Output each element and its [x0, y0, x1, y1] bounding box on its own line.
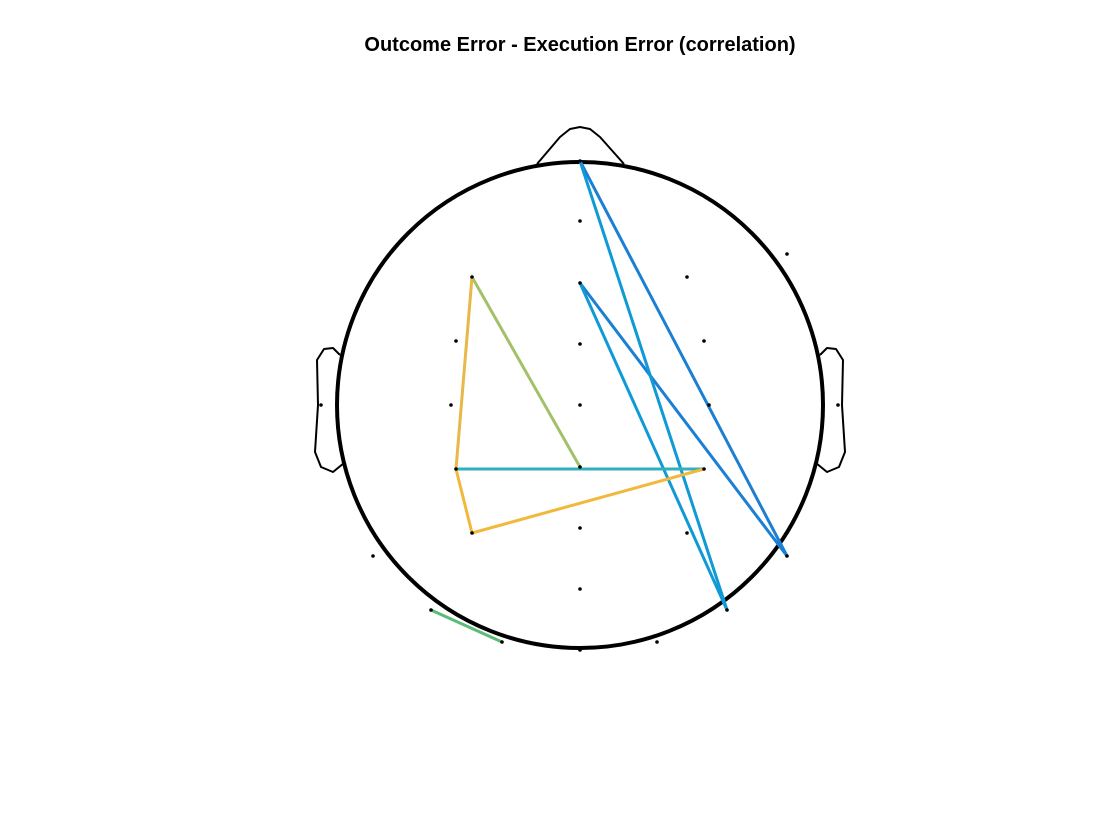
electrode-dot	[578, 159, 582, 163]
electrode-dot	[836, 403, 840, 407]
electrode-dot	[725, 608, 729, 612]
electrode-dot	[500, 640, 504, 644]
connection-line	[429, 608, 504, 644]
connection-line	[470, 275, 582, 469]
nose-icon	[536, 126, 625, 165]
electrode-dot	[685, 275, 689, 279]
electrode-dot	[702, 467, 706, 471]
electrode-dot	[449, 403, 453, 407]
connection-line	[578, 159, 729, 612]
connection-line	[578, 281, 789, 558]
electrode-dot	[454, 467, 458, 471]
electrode-dot	[454, 339, 458, 343]
electrode-dot	[470, 531, 474, 535]
electrode-dot	[655, 640, 659, 644]
electrode-dot	[785, 554, 789, 558]
electrode-dot	[578, 219, 582, 223]
electrode-dot	[578, 403, 582, 407]
connection-line	[578, 159, 789, 558]
electrode-dot	[578, 281, 582, 285]
electrode-dot	[578, 465, 582, 469]
connection-line	[578, 281, 729, 612]
connection-line	[454, 275, 474, 471]
head-outline	[314, 126, 846, 650]
electrode-dot	[785, 252, 789, 256]
electrode-dot	[578, 648, 582, 652]
electrode-dot	[578, 526, 582, 530]
electrode-dot	[702, 339, 706, 343]
electrode-dot	[578, 342, 582, 346]
electrode-dot	[578, 587, 582, 591]
left-ear-icon	[314, 347, 345, 473]
electrode-dot	[685, 531, 689, 535]
electrode-dot	[707, 403, 711, 407]
electrode-dot	[470, 275, 474, 279]
electrode-dot	[429, 608, 433, 612]
connection-line	[470, 467, 706, 535]
connection-lines	[429, 159, 789, 644]
electrodes	[319, 159, 840, 652]
right-ear-icon	[815, 347, 846, 473]
figure-title: Outcome Error - Execution Error (correla…	[364, 34, 796, 56]
electrode-dot	[371, 554, 375, 558]
connection-line	[454, 467, 474, 535]
electrode-dot	[319, 403, 323, 407]
